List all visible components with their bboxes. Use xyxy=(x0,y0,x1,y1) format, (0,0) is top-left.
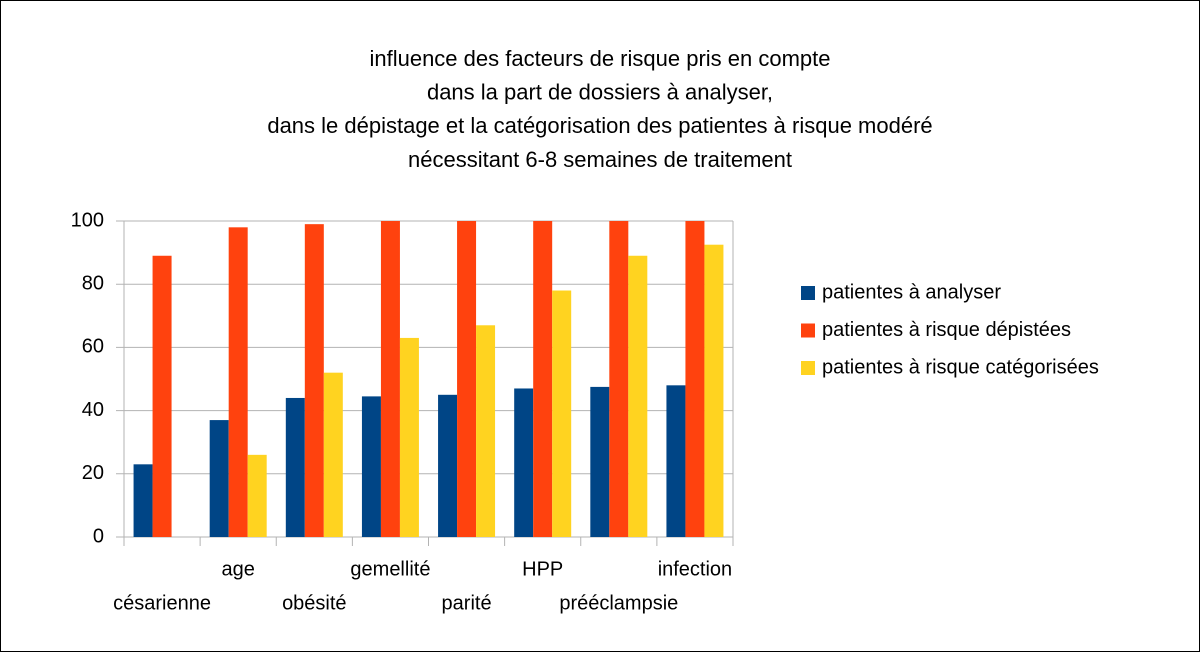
chart-title: dans la part de dossiers à analyser, xyxy=(427,80,773,105)
bar xyxy=(514,388,534,537)
bar xyxy=(552,290,572,537)
bar xyxy=(323,372,343,537)
x-tick-label: parité xyxy=(442,592,492,614)
y-tick-label: 40 xyxy=(82,399,104,421)
legend-label: patientes à risque dépistées xyxy=(822,319,1071,341)
x-tick-label: obésité xyxy=(282,592,347,614)
bar xyxy=(609,221,629,537)
bar xyxy=(209,420,229,537)
bar xyxy=(361,396,381,537)
bar xyxy=(476,325,496,537)
bar xyxy=(380,221,400,537)
x-tick-label: HPP xyxy=(522,558,563,580)
bar xyxy=(590,386,610,537)
chart-title: influence des facteurs de risque pris en… xyxy=(369,46,830,71)
bar xyxy=(704,244,724,537)
bar xyxy=(399,337,419,537)
x-tick-label: gemellité xyxy=(350,558,430,580)
chart-title: dans le dépistage et la catégorisation d… xyxy=(267,113,932,138)
legend-label: patientes à risque catégorisées xyxy=(822,356,1099,378)
bar xyxy=(228,227,248,537)
x-tick-label: prééclampsie xyxy=(559,592,678,614)
bar xyxy=(152,255,172,537)
x-tick-label: infection xyxy=(658,558,733,580)
bar xyxy=(666,385,686,537)
legend-swatch xyxy=(801,286,815,300)
bar xyxy=(304,224,324,537)
bar xyxy=(133,464,153,537)
bar xyxy=(438,394,458,537)
bar xyxy=(533,221,553,537)
x-tick-label: age xyxy=(222,558,255,580)
bar xyxy=(285,397,305,537)
y-tick-label: 80 xyxy=(82,272,104,294)
y-tick-label: 100 xyxy=(71,209,104,231)
x-tick-label: césarienne xyxy=(113,592,211,614)
bar xyxy=(685,221,705,537)
bar xyxy=(247,454,267,537)
legend-swatch xyxy=(801,361,815,375)
y-tick-label: 0 xyxy=(93,525,104,547)
bar xyxy=(457,221,477,537)
chart-title: nécessitant 6-8 semaines de traitement xyxy=(408,147,792,172)
legend-swatch xyxy=(801,323,815,338)
legend-label: patientes à analyser xyxy=(822,281,1001,303)
y-tick-label: 60 xyxy=(82,336,104,358)
bar xyxy=(628,255,648,537)
y-tick-label: 20 xyxy=(82,462,104,484)
